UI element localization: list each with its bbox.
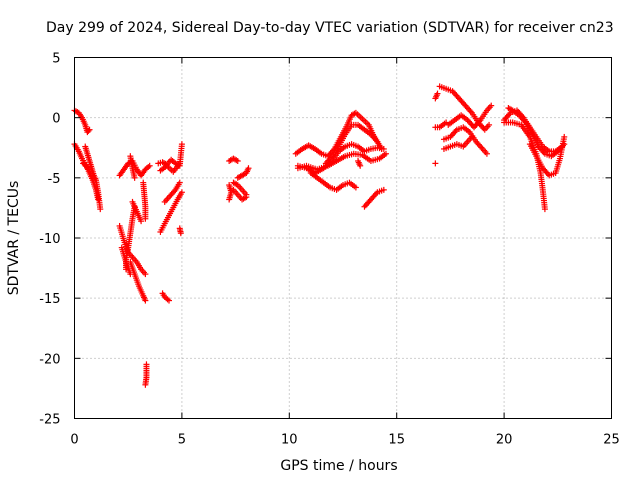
y-tick-label: -25: [39, 413, 60, 428]
x-tick-label: 0: [70, 433, 78, 448]
data-point: [142, 381, 149, 388]
data-point: [95, 196, 102, 203]
data-point: [243, 194, 250, 201]
y-axis-label: SDTVAR / TECUs: [6, 181, 22, 296]
data-point: [226, 196, 233, 203]
data-point: [127, 271, 134, 278]
data-point: [245, 165, 252, 172]
x-tick-label: 20: [496, 433, 513, 448]
data-point: [561, 133, 568, 140]
data-point: [176, 179, 183, 186]
data-point: [138, 218, 145, 225]
data-point: [142, 215, 149, 222]
data-point: [374, 138, 381, 145]
data-points: [71, 83, 568, 388]
x-tick-labels: 0 5 10 15 20 25: [70, 433, 619, 448]
data-point: [176, 160, 183, 167]
data-point: [382, 150, 389, 157]
data-point: [234, 157, 241, 164]
x-tick-label: 10: [281, 433, 298, 448]
data-point: [352, 184, 359, 191]
x-tick-label: 5: [178, 433, 186, 448]
data-point: [131, 174, 138, 181]
data-point: [380, 186, 387, 193]
data-point: [146, 162, 153, 169]
data-point: [177, 230, 184, 237]
axis-ticks: [74, 57, 612, 419]
data-point: [85, 127, 92, 134]
data-point: [178, 189, 185, 196]
x-tick-label: 25: [603, 433, 620, 448]
data-point: [142, 271, 149, 278]
data-point: [483, 150, 490, 157]
data-point: [434, 90, 441, 97]
x-tick-label: 15: [388, 433, 405, 448]
y-tick-label: 5: [52, 52, 60, 67]
data-point: [86, 126, 93, 133]
data-point: [97, 206, 104, 213]
data-point: [166, 297, 173, 304]
grid-lines: [74, 57, 612, 419]
data-point: [486, 121, 493, 128]
y-tick-labels: -25 -20 -15 -10 -5 0 5: [39, 52, 60, 428]
data-point: [357, 162, 364, 169]
data-point: [178, 141, 185, 148]
y-tick-label: -10: [39, 232, 60, 247]
y-tick-label: 0: [52, 112, 60, 127]
data-point: [443, 119, 450, 126]
data-point: [541, 206, 548, 213]
y-tick-label: -20: [39, 352, 60, 367]
data-point: [432, 160, 439, 167]
data-point: [142, 297, 149, 304]
data-point: [488, 102, 495, 109]
y-tick-label: -5: [48, 172, 61, 187]
chart-title: Day 299 of 2024, Sidereal Day-to-day VTE…: [46, 20, 614, 36]
data-point: [380, 145, 387, 152]
y-tick-label: -15: [39, 292, 60, 307]
x-axis-label: GPS time / hours: [280, 458, 397, 474]
data-point: [468, 133, 475, 140]
